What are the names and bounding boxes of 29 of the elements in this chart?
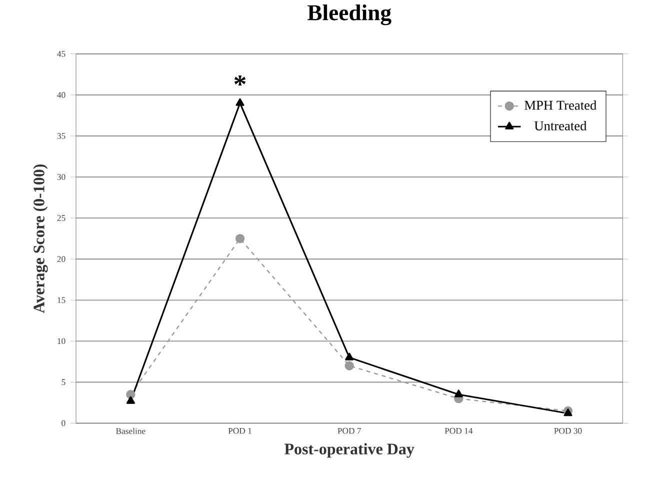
x-tick-label: POD 30 bbox=[554, 428, 582, 434]
y-tick-label: 35 bbox=[57, 133, 66, 139]
y-tick-label: 20 bbox=[57, 256, 66, 262]
point bbox=[345, 352, 354, 360]
y-tick-label: 5 bbox=[62, 379, 66, 386]
y-tick-label: 40 bbox=[57, 92, 66, 98]
point bbox=[344, 361, 354, 370]
y-tick-label: 10 bbox=[58, 338, 66, 344]
x-axis-title: Post-operative Day bbox=[284, 443, 414, 458]
annotation: * bbox=[234, 76, 246, 86]
x-tick-label: POD 1 bbox=[228, 428, 252, 434]
y-tick-label: 30 bbox=[57, 174, 66, 180]
legend-label: MPH Treated bbox=[524, 100, 597, 110]
point bbox=[236, 98, 244, 106]
x-tick-label: Baseline bbox=[116, 428, 146, 434]
point bbox=[454, 390, 463, 398]
point bbox=[126, 390, 136, 400]
point bbox=[564, 408, 572, 416]
x-tick-label: POD 14 bbox=[444, 428, 473, 434]
x-tick-label: POD 7 bbox=[338, 428, 361, 434]
y-axis-title: Average Score (0-100) bbox=[33, 164, 48, 314]
legend-label: Untreated bbox=[534, 121, 587, 130]
chart-title: Bleeding bbox=[308, 4, 392, 26]
y-tick-label: 15 bbox=[58, 297, 66, 304]
point bbox=[126, 396, 135, 404]
point bbox=[235, 234, 245, 244]
y-tick-label: 45 bbox=[57, 51, 66, 57]
y-tick-label: 0 bbox=[62, 420, 66, 426]
y-tick-label: 25 bbox=[57, 215, 66, 221]
